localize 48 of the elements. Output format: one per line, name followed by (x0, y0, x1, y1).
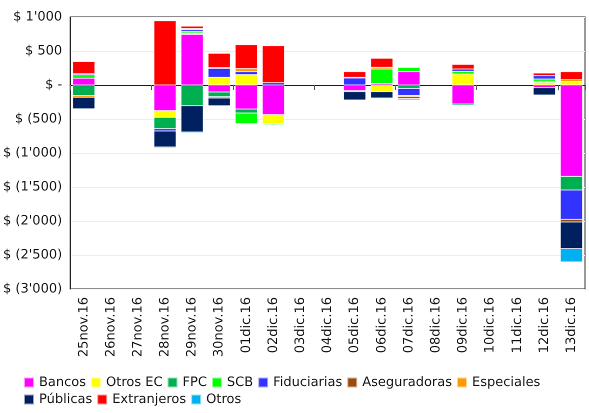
legend-label: Públicas (39, 392, 92, 407)
y-tick-label: $ (1'000) (2, 146, 62, 160)
y-tick-label: $ (500) (14, 112, 62, 126)
x-tick-label: 26nov.16 (103, 297, 118, 358)
x-tick-label: 30nov.16 (212, 297, 227, 358)
legend-label: Otros (206, 392, 242, 407)
x-tick-label: 25nov.16 (76, 297, 92, 358)
x-tick-label: 28nov.16 (158, 297, 173, 358)
bar (452, 64, 474, 70)
legend-label: FPC (182, 375, 207, 390)
x-tick-label: 10dic.16 (482, 297, 498, 354)
x-tick-label: 12dic.16 (536, 297, 552, 354)
x-tick-label: 09dic.16 (456, 297, 471, 354)
y-tick-label: $ (2'000) (2, 214, 62, 228)
legend-label: Especiales (472, 375, 541, 390)
x-tick-label: 11dic.16 (510, 297, 525, 354)
bar (533, 88, 556, 95)
legend-label: Otros EC (106, 375, 163, 390)
legend-label: Extranjeros (112, 392, 186, 407)
legend-label: SCB (226, 375, 254, 390)
x-tick-label: 27nov.16 (130, 297, 146, 358)
x-tick-label: 02dic.16 (266, 297, 281, 354)
x-tick-label: 03dic.16 (293, 297, 308, 354)
x-tick-label: 04dic.16 (320, 297, 336, 354)
y-tick-label: $ 1'000 (13, 10, 62, 24)
bar (533, 82, 556, 85)
y-tick-label: $ - (45, 78, 62, 92)
legend-label: Bancos (39, 375, 86, 390)
x-tick-label: 06dic.16 (374, 297, 390, 354)
bar (235, 44, 258, 69)
x-tick-label: 07dic.16 (401, 297, 416, 354)
bar (262, 46, 285, 83)
bar (235, 113, 258, 124)
bar (398, 88, 420, 96)
y-tick-label: $ (3'000) (2, 282, 62, 296)
x-tick-label: 29nov.16 (184, 297, 200, 358)
legend-label: Fiduciarias (273, 375, 342, 390)
bar (533, 73, 556, 76)
x-tick-label: 01dic.16 (238, 297, 254, 354)
legend-label: Aseguradoras (362, 375, 452, 390)
x-tick-label: 13dic.16 (564, 297, 579, 354)
bar (533, 76, 556, 80)
y-tick-label: $ (2'500) (2, 248, 62, 262)
y-tick-label: $ (1'500) (2, 180, 62, 194)
x-tick-label: 05dic.16 (347, 297, 362, 354)
y-tick-label: $ 500 (24, 44, 62, 58)
x-tick-label: 08dic.16 (428, 297, 444, 354)
bar (154, 130, 176, 147)
